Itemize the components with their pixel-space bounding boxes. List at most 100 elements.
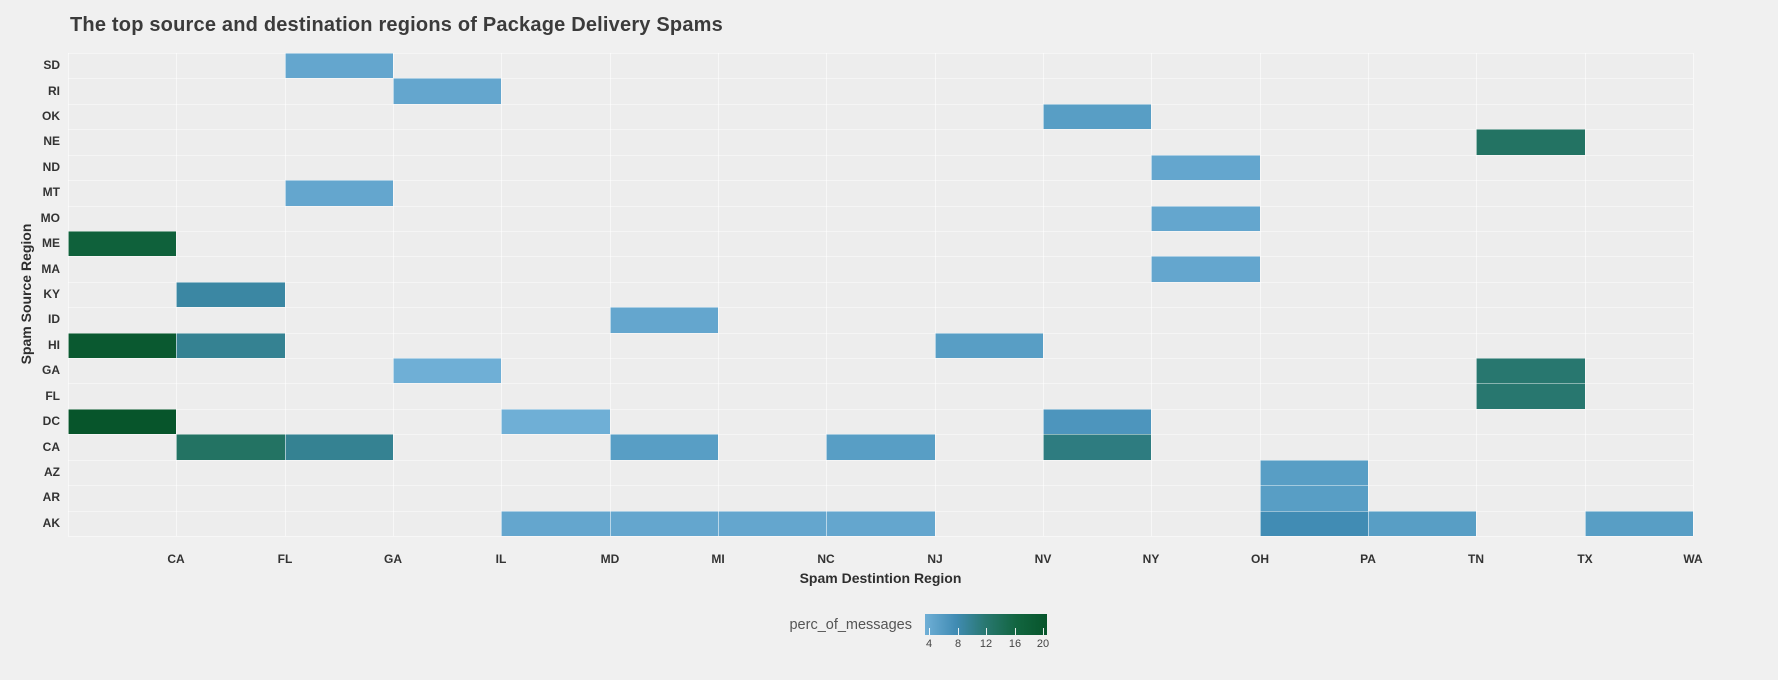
heatmap-cell[interactable] [176, 282, 285, 307]
gridline [1260, 53, 1261, 536]
y-axis-label: ME [42, 236, 60, 250]
x-axis-label: TN [1468, 552, 1484, 566]
heatmap-cell[interactable] [285, 434, 393, 460]
heatmap-cell[interactable] [1043, 434, 1151, 460]
heatmap-cell[interactable] [1260, 460, 1368, 485]
gridline [1476, 53, 1477, 536]
heatmap-cell[interactable] [285, 180, 393, 206]
y-axis-label: AZ [44, 465, 60, 479]
heatmap-cell[interactable] [1260, 485, 1368, 511]
legend-tick-label: 4 [925, 638, 933, 650]
y-axis-label: AK [42, 516, 60, 530]
x-axis-label: IL [495, 552, 507, 566]
heatmap-cell[interactable] [501, 409, 610, 434]
heatmap-cell[interactable] [718, 511, 826, 536]
heatmap-cell[interactable] [68, 333, 176, 358]
gridline [68, 434, 1693, 435]
heatmap-cell[interactable] [1368, 511, 1476, 536]
heatmap-cell[interactable] [68, 409, 176, 434]
x-axis-label: WA [1683, 552, 1703, 566]
gridline [68, 358, 1693, 359]
gridline [826, 53, 827, 536]
y-axis-label: AR [42, 490, 60, 504]
y-axis-label: MT [42, 185, 60, 199]
y-axis-label: GA [42, 363, 60, 377]
heatmap-cell[interactable] [1476, 358, 1585, 383]
heatmap-cell[interactable] [1260, 511, 1368, 536]
gridline [68, 409, 1693, 410]
heatmap-cell[interactable] [1476, 383, 1585, 409]
x-axis-label: PA [1360, 552, 1376, 566]
legend-tick-mark [958, 628, 959, 635]
gridline [68, 333, 1693, 334]
y-axis-label: SD [43, 58, 60, 72]
heatmap-cell[interactable] [1151, 206, 1260, 231]
y-axis-label: CA [42, 440, 60, 454]
heatmap-cell[interactable] [501, 511, 610, 536]
plot-area: CA FL GA IL MD MI NC NJ NV NY OH PA TN TX WA SD RI OK NE ND… [41, 53, 1703, 566]
x-axis-label: TX [1577, 552, 1593, 566]
x-axis-label: GA [384, 552, 402, 566]
gridline [68, 282, 1693, 283]
heatmap-cell[interactable] [1043, 409, 1151, 434]
y-axis-label: OK [42, 109, 60, 123]
legend-tick-mark [986, 628, 987, 635]
y-axis-label: ND [42, 160, 60, 174]
heatmap-cell[interactable] [176, 434, 285, 460]
heatmap-cell[interactable] [1043, 104, 1151, 129]
legend-tick-mark [929, 628, 930, 635]
y-axis-label: FL [45, 389, 60, 403]
gridline [285, 53, 286, 536]
heatmap-cell[interactable] [176, 333, 285, 358]
gridline [68, 231, 1693, 232]
heatmap-cell[interactable] [610, 434, 718, 460]
gridline [68, 180, 1693, 181]
y-axis-label: DC [42, 414, 60, 428]
gridline [501, 53, 502, 536]
y-axis-label: RI [48, 84, 60, 98]
x-axis-label: NC [817, 552, 835, 566]
y-axis-label: MO [40, 211, 60, 225]
chart-title: The top source and destination regions o… [70, 14, 723, 36]
gridline [1585, 53, 1586, 536]
y-axis-label: KY [43, 287, 60, 301]
x-axis-label: NJ [927, 552, 943, 566]
x-axis-label: NY [1142, 552, 1160, 566]
gridline [68, 78, 1693, 79]
x-axis-label: OH [1251, 552, 1269, 566]
heatmap-cell[interactable] [1476, 129, 1585, 155]
heatmap-cell[interactable] [285, 53, 393, 78]
heatmap-cell[interactable] [1151, 155, 1260, 180]
legend-tick-label: 20 [1036, 638, 1050, 650]
legend-tick-mark [1015, 628, 1016, 635]
heatmap-cell[interactable] [393, 358, 501, 383]
heatmap-cell[interactable] [68, 231, 176, 256]
gridline [1043, 53, 1044, 536]
gridline [68, 104, 1693, 105]
gridline [68, 460, 1693, 461]
gridline [68, 53, 69, 536]
heatmap-cell[interactable] [610, 511, 718, 536]
legend-title: perc_of_messages [789, 617, 912, 633]
y-axis-label: MA [41, 262, 60, 276]
gridline [68, 256, 1693, 257]
x-axis-label: NV [1034, 552, 1052, 566]
heatmap-cell[interactable] [393, 78, 501, 104]
gridline [1693, 53, 1694, 536]
heatmap-cell[interactable] [1585, 511, 1693, 536]
x-axis-label: MI [711, 552, 725, 566]
gridline [68, 536, 1693, 537]
heatmap-cell[interactable] [1151, 256, 1260, 282]
gridline [68, 511, 1693, 512]
x-axis-label: MD [600, 552, 620, 566]
heatmap-cell[interactable] [826, 511, 935, 536]
heatmap-cell[interactable] [826, 434, 935, 460]
gridline [68, 155, 1693, 156]
gridline [68, 206, 1693, 207]
heatmap-cell[interactable] [935, 333, 1043, 358]
gridline [68, 383, 1693, 384]
gridline [718, 53, 719, 536]
gridline [393, 53, 394, 536]
heatmap-cell[interactable] [610, 307, 718, 333]
